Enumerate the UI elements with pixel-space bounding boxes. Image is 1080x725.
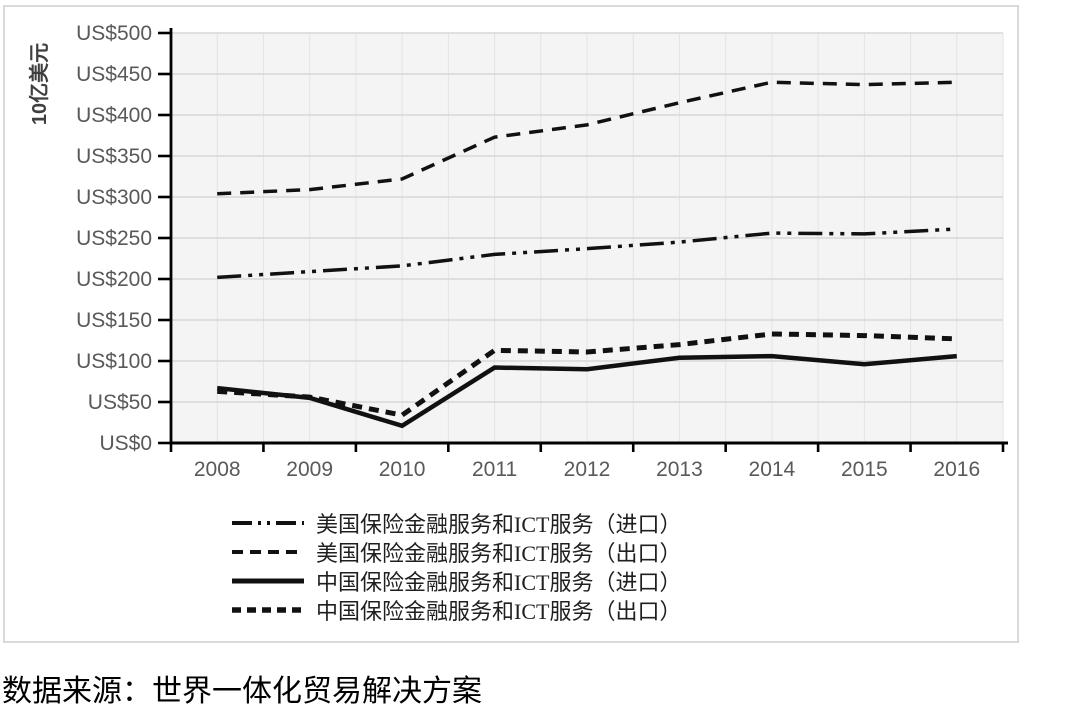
x-tick-label: 2014 — [749, 458, 796, 481]
legend-label: 中国保险金融服务和ICT服务（进口） — [316, 569, 682, 595]
legend-item-1: 美国保险金融服务和ICT服务（出口） — [231, 540, 681, 566]
y-tick-label: US$150 — [76, 309, 152, 332]
legend-item-2: 中国保险金融服务和ICT服务（进口） — [231, 569, 681, 595]
y-tick-label: US$200 — [76, 268, 152, 291]
y-axis-title: 10亿美元 — [27, 43, 51, 125]
services-trade-line-chart: US$0 US$50 US$100 US$150 US$200 US$250 US$300 U… — [27, 22, 1008, 481]
legend-line-sample — [232, 520, 304, 525]
x-tick-label: 2016 — [933, 458, 980, 481]
legend-label: 美国保险金融服务和ICT服务（进口） — [316, 511, 682, 537]
x-tick-label: 2010 — [379, 458, 426, 481]
legend-line-sample — [232, 578, 304, 583]
series-line-3 — [217, 331, 957, 418]
legend-line-sample — [232, 606, 304, 613]
series-line-1 — [217, 80, 957, 196]
legend-label: 中国保险金融服务和ICT服务（出口） — [316, 598, 682, 624]
y-tick-label: US$50 — [88, 391, 152, 414]
chart-legend: 美国保险金融服务和ICT服务（进口） 美国保险金融服务和ICT服务（出口） 中国保险… — [231, 511, 681, 627]
series-line-0 — [217, 227, 957, 280]
legend-label: 美国保险金融服务和ICT服务（出口） — [316, 540, 682, 566]
x-tick-label: 2008 — [194, 458, 241, 481]
y-tick-label: US$400 — [76, 104, 152, 127]
y-tick-label: US$250 — [76, 227, 152, 250]
series-line-2 — [216, 353, 957, 429]
legend-line-sample — [232, 549, 304, 554]
y-tick-label: US$450 — [76, 63, 152, 86]
legend-item-3: 中国保险金融服务和ICT服务（出口） — [231, 598, 681, 624]
x-tick-label: 2015 — [841, 458, 888, 481]
y-tick-label: US$350 — [76, 145, 152, 168]
x-tick-label: 2011 — [472, 458, 517, 481]
chart-plot-area: US$0 US$50 US$100 US$150 US$200 US$250 US$300 U… — [76, 22, 1008, 481]
y-tick-label: US$0 — [99, 432, 152, 455]
y-tick-label: US$100 — [76, 350, 152, 373]
source-note: 数据来源：世界一体化贸易解决方案 — [2, 675, 482, 708]
legend-item-0: 美国保险金融服务和ICT服务（进口） — [231, 511, 681, 537]
x-tick-label: 2012 — [564, 458, 611, 481]
y-tick-label: US$300 — [76, 186, 152, 209]
y-tick-label: US$500 — [76, 22, 152, 45]
x-tick-label: 2013 — [656, 458, 703, 481]
x-tick-label: 2009 — [286, 458, 333, 481]
